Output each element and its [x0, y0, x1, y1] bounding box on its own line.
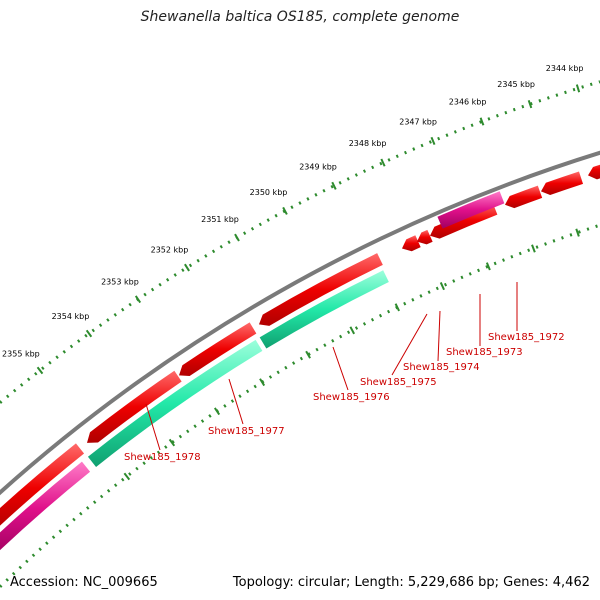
scale-tick-inner — [485, 262, 491, 271]
cds-pink-block — [0, 461, 91, 551]
gene-label: Shew185_1973 — [446, 347, 523, 358]
cds-red-small-arrow — [402, 235, 421, 252]
scale-tick-label: 2353 kbp — [101, 277, 139, 286]
scale-tick — [234, 233, 240, 242]
scale-tick-label: 2350 kbp — [250, 188, 288, 197]
scale-tick-inner — [394, 303, 400, 312]
cds-red-arrow — [541, 171, 584, 196]
gene-label: Shew185_1972 — [488, 332, 565, 343]
gene-label: Shew185_1975 — [360, 377, 437, 388]
topology-text: Topology: circular; Length: 5,229,686 bp… — [232, 575, 590, 590]
accession-text: Accession: NC_009665 — [10, 575, 158, 590]
cds-red-arrow — [87, 370, 182, 443]
scale-tick-label: 2354 kbp — [52, 312, 90, 321]
scale-tick — [527, 100, 533, 109]
gene-label: Shew185_1974 — [403, 362, 480, 373]
map-title: Shewanella baltica OS185, complete genom… — [140, 9, 460, 25]
cds-red-small-arrow — [417, 229, 433, 245]
gene-leader-line — [145, 403, 161, 451]
scale-tick — [184, 263, 190, 272]
scale-tick-label: 2344 kbp — [546, 64, 584, 73]
scale-tick-inner — [123, 472, 131, 481]
gene-label: Shew185_1976 — [313, 392, 390, 403]
scale-tick-inner — [439, 282, 445, 291]
scale-tick — [575, 84, 581, 93]
scale-tick — [134, 295, 142, 304]
scale-tick — [282, 206, 288, 215]
cds-red-arrow — [505, 185, 543, 209]
gene-leader-line — [228, 378, 244, 425]
scale-tick-label: 2355 kbp — [2, 349, 40, 358]
scale-tick-label: 2351 kbp — [201, 215, 239, 224]
cds-pink-block — [437, 191, 505, 229]
scale-tick-inner — [531, 244, 536, 253]
gene-label: Shew185_1978 — [124, 452, 201, 463]
scale-dotted-outer — [0, 80, 600, 404]
scale-tick-inner — [349, 326, 356, 335]
scale-tick-inner — [168, 438, 176, 447]
scale-tick-label: 2352 kbp — [151, 245, 189, 254]
gene-label: Shew185_1977 — [208, 426, 285, 437]
genome-backbone — [0, 150, 600, 496]
cds-red-arrow — [588, 164, 600, 180]
cds-red-arrow — [179, 322, 257, 377]
gene-leader-line — [437, 310, 441, 362]
scale-tick — [331, 181, 337, 190]
scale-tick-label: 2348 kbp — [349, 139, 387, 148]
cds-red-arrow — [259, 253, 383, 326]
scale-tick-inner — [259, 378, 266, 387]
scale-tick-label: 2345 kbp — [497, 80, 535, 89]
scale-tick-label: 2346 kbp — [449, 98, 487, 107]
cds-teal-block — [87, 339, 263, 467]
scale-tick-inner — [575, 228, 580, 237]
gene-leader-line — [332, 346, 349, 391]
cds-teal-block — [259, 270, 389, 349]
scale-tick — [36, 366, 44, 375]
scale-tick — [85, 329, 93, 338]
scale-tick — [479, 117, 485, 126]
gene-leader-line — [391, 313, 428, 376]
scale-tick — [380, 158, 386, 167]
scale-tick-inner — [213, 407, 221, 416]
scale-tick — [430, 136, 436, 145]
scale-tick-inner — [305, 350, 311, 359]
scale-tick-label: 2347 kbp — [399, 117, 437, 126]
cds-red-arrow — [0, 443, 85, 526]
scale-tick-label: 2349 kbp — [299, 163, 337, 172]
